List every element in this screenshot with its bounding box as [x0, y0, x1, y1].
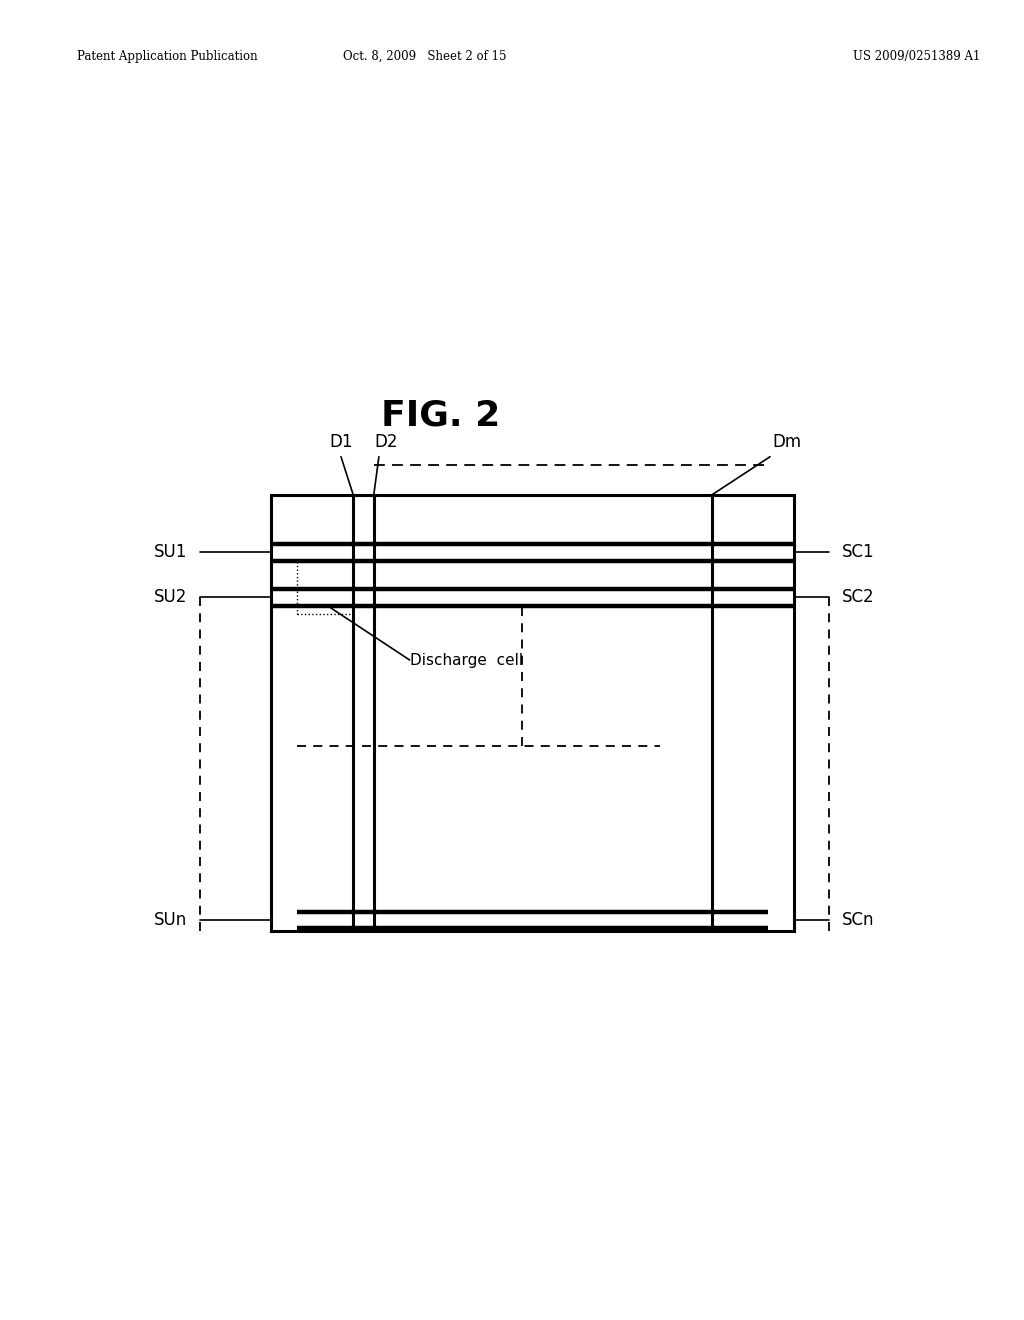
Text: Dm: Dm — [772, 433, 801, 451]
Text: Oct. 8, 2009   Sheet 2 of 15: Oct. 8, 2009 Sheet 2 of 15 — [343, 50, 507, 63]
Text: SCn: SCn — [842, 911, 874, 929]
Text: US 2009/0251389 A1: US 2009/0251389 A1 — [853, 50, 980, 63]
Bar — [297, 561, 353, 614]
Text: SU2: SU2 — [154, 587, 187, 606]
Text: Patent Application Publication: Patent Application Publication — [77, 50, 257, 63]
Text: SC2: SC2 — [842, 587, 874, 606]
Text: Discharge  cell: Discharge cell — [410, 652, 522, 668]
Text: D1: D1 — [330, 433, 352, 451]
Text: SC1: SC1 — [842, 543, 874, 561]
Bar — [271, 495, 794, 931]
Text: SUn: SUn — [155, 911, 187, 929]
Text: SU1: SU1 — [154, 543, 187, 561]
Text: D2: D2 — [375, 433, 398, 451]
Text: FIG. 2: FIG. 2 — [381, 399, 500, 433]
